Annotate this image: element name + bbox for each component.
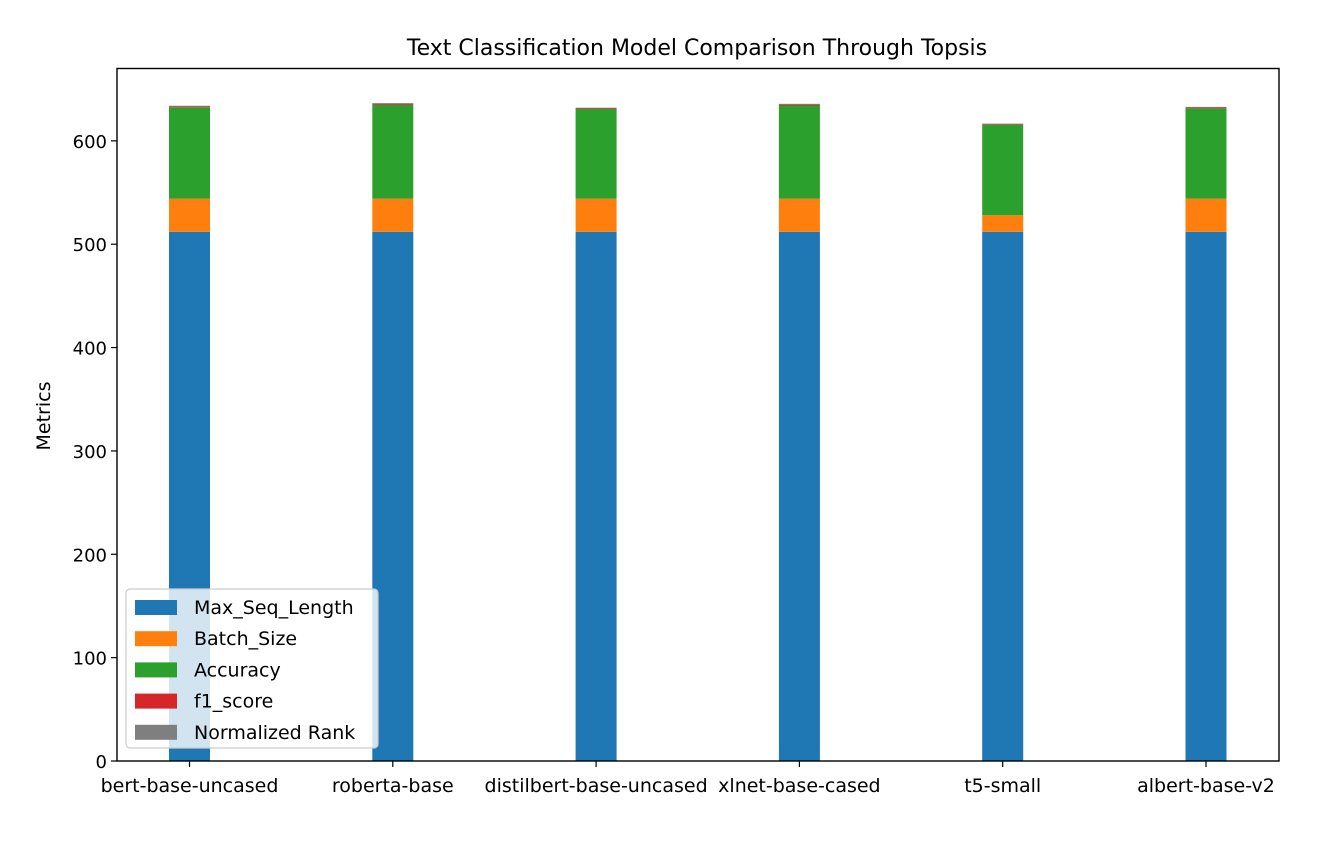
legend-label: Accuracy (194, 659, 281, 681)
legend-label: Max_Seq_Length (194, 597, 354, 619)
bar-segment-normalized-rank-1 (372, 103, 414, 104)
bar-segment-accuracy-3 (778, 105, 820, 199)
bar-segment-f1-score-2 (575, 108, 617, 109)
bar-segment-max-seq-length-2 (575, 231, 617, 761)
bar-segment-normalized-rank-2 (575, 107, 617, 109)
bar-segment-normalized-rank-5 (1185, 106, 1227, 108)
legend-label: f1_score (194, 691, 273, 713)
y-tick-label: 400 (73, 339, 107, 360)
legend-swatch (135, 662, 177, 678)
plot-frame (116, 67, 1280, 762)
legend-label: Batch_Size (194, 628, 297, 650)
x-tick-label: bert-base-uncased (101, 775, 279, 797)
bar-segment-max-seq-length-3 (778, 231, 820, 761)
bar-segment-accuracy-1 (372, 104, 414, 199)
legend-swatch (135, 631, 177, 647)
legend-swatch (135, 600, 177, 615)
x-tick-label: xlnet-base-cased (718, 775, 880, 797)
bar-segment-max-seq-length-5 (1185, 231, 1227, 761)
bar-segment-batch-size-3 (778, 198, 820, 232)
bar-segment-f1-score-4 (982, 123, 1024, 125)
x-tick-label: distilbert-base-uncased (485, 775, 708, 797)
bar-segment-accuracy-5 (1185, 108, 1227, 199)
bar-segment-f1-score-5 (1185, 107, 1227, 109)
bar-segment-batch-size-5 (1185, 198, 1227, 232)
bar-segment-batch-size-4 (982, 215, 1024, 232)
chart-title: Text Classification Model Comparison Thr… (406, 36, 987, 61)
bar-segment-normalized-rank-3 (778, 103, 820, 105)
x-tick-label: albert-base-v2 (1137, 775, 1275, 797)
y-tick-label: 500 (73, 235, 107, 256)
bar-segment-f1-score-0 (169, 106, 210, 108)
y-tick-label: 0 (96, 752, 107, 773)
y-tick-label: 300 (73, 442, 107, 463)
bar-segment-max-seq-length-4 (982, 231, 1024, 761)
y-tick-label: 100 (73, 649, 107, 670)
bar-segment-accuracy-2 (575, 108, 617, 199)
bar-segment-batch-size-1 (372, 198, 414, 232)
legend-swatch (135, 724, 177, 740)
bar-segment-accuracy-0 (169, 107, 210, 199)
y-tick-label: 200 (73, 545, 107, 566)
bar-segment-f1-score-3 (778, 104, 820, 106)
y-axis-label: Metrics (33, 382, 55, 451)
y-tick-label: 600 (73, 132, 107, 153)
bar-segment-normalized-rank-0 (169, 105, 210, 107)
bar-segment-batch-size-2 (575, 198, 617, 232)
bar-segment-normalized-rank-4 (982, 123, 1024, 125)
legend: Max_Seq_Length Batch_Size Accuracy f1_score… (125, 588, 379, 749)
bars-group (169, 103, 1227, 761)
x-tick-label: roberta-base (332, 775, 454, 797)
legend-box (125, 588, 379, 749)
bar-segment-f1-score-1 (372, 103, 414, 105)
bar-segment-batch-size-0 (169, 198, 210, 232)
legend-label: Normalized Rank (194, 722, 355, 744)
x-axis: bert-base-uncased roberta-base distilbert-… (101, 761, 1275, 797)
legend-swatch (135, 693, 177, 709)
y-axis: 0 100 200 300 400 500 600 (73, 132, 117, 773)
bar-segment-accuracy-4 (982, 124, 1024, 216)
x-tick-label: t5-small (964, 775, 1041, 797)
bar-segment-max-seq-length-1 (372, 231, 414, 761)
